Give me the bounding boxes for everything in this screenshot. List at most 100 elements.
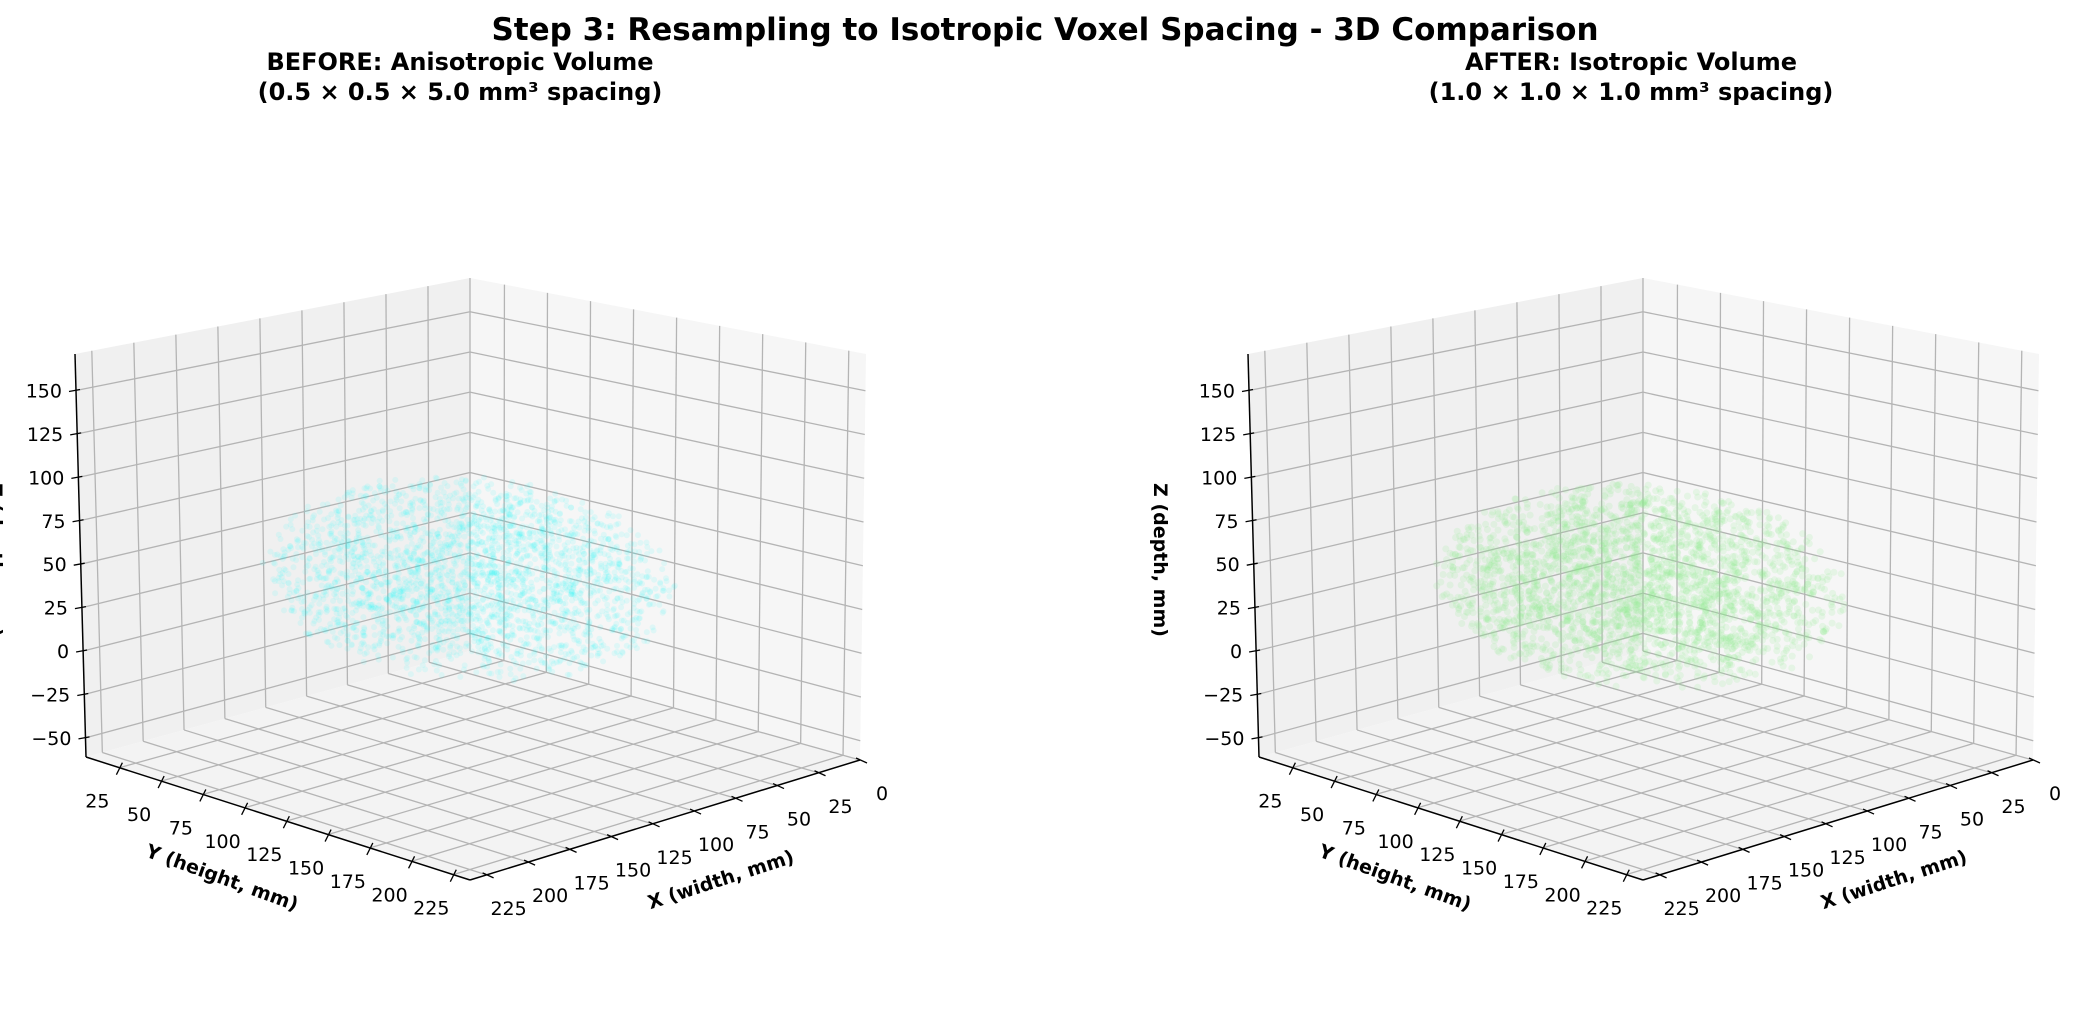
voxel-point bbox=[541, 627, 548, 633]
voxel-point bbox=[559, 606, 566, 613]
voxel-point bbox=[377, 630, 384, 637]
voxel-point bbox=[570, 582, 577, 589]
voxel-point bbox=[615, 520, 622, 527]
voxel-point bbox=[442, 493, 449, 500]
voxel-point bbox=[523, 567, 529, 573]
gridline-y bbox=[757, 334, 764, 732]
voxel-point bbox=[396, 583, 403, 590]
voxel-point bbox=[388, 512, 395, 519]
voxel-point bbox=[496, 534, 502, 541]
voxel-point bbox=[508, 654, 515, 660]
voxel-point bbox=[568, 504, 574, 511]
voxel-point bbox=[420, 516, 427, 523]
voxel-point bbox=[344, 637, 351, 644]
voxel-point bbox=[569, 590, 576, 597]
voxel-point bbox=[353, 627, 360, 634]
voxel-point bbox=[395, 579, 402, 586]
voxel-point bbox=[422, 486, 429, 493]
voxel-point bbox=[1481, 595, 1489, 603]
voxel-point bbox=[654, 593, 661, 599]
voxel-point bbox=[495, 615, 502, 622]
voxel-point bbox=[613, 585, 620, 592]
voxel-point bbox=[383, 633, 390, 640]
voxel-point bbox=[491, 569, 498, 576]
voxel-point bbox=[1503, 608, 1511, 616]
voxel-point bbox=[428, 577, 434, 584]
voxel-point bbox=[448, 521, 455, 528]
voxel-point bbox=[454, 603, 461, 610]
voxel-point bbox=[566, 548, 573, 554]
voxel-point bbox=[276, 566, 283, 573]
voxel-point bbox=[605, 616, 612, 623]
gridline-x bbox=[1390, 326, 1399, 719]
voxel-point bbox=[1608, 660, 1616, 668]
voxel-point bbox=[424, 549, 431, 556]
voxel-point bbox=[322, 575, 329, 582]
voxel-point bbox=[534, 518, 541, 525]
voxel-point bbox=[436, 636, 443, 643]
voxel-point bbox=[327, 554, 334, 561]
voxel-point bbox=[582, 514, 589, 521]
voxel-point bbox=[635, 620, 641, 627]
voxel-point bbox=[362, 546, 369, 553]
voxel-point bbox=[610, 605, 617, 612]
voxel-point bbox=[334, 619, 341, 626]
voxel-point bbox=[332, 579, 339, 586]
voxel-point bbox=[438, 564, 445, 571]
voxel-point bbox=[562, 526, 568, 533]
voxel-point bbox=[344, 631, 351, 638]
voxel-point bbox=[474, 570, 481, 577]
voxel-point bbox=[592, 600, 599, 607]
voxel-point bbox=[618, 574, 625, 581]
voxel-point bbox=[412, 569, 419, 576]
voxel-point bbox=[329, 628, 336, 635]
voxel-point bbox=[1802, 600, 1810, 608]
voxel-point bbox=[551, 595, 558, 602]
voxel-point bbox=[613, 521, 620, 528]
voxel-point bbox=[406, 581, 413, 587]
voxel-point bbox=[357, 515, 364, 522]
voxel-point bbox=[458, 595, 465, 602]
voxel-point bbox=[312, 551, 319, 557]
voxel-point bbox=[580, 568, 587, 575]
voxel-point bbox=[525, 604, 532, 611]
voxel-point bbox=[446, 604, 452, 611]
voxel-point bbox=[581, 600, 588, 607]
voxel-point bbox=[551, 590, 558, 597]
gridline-x bbox=[224, 718, 612, 838]
voxel-point bbox=[1474, 523, 1482, 531]
voxel-point bbox=[548, 530, 555, 537]
voxel-point bbox=[435, 560, 442, 567]
voxel-point bbox=[500, 507, 507, 514]
voxel-point bbox=[434, 611, 441, 618]
voxel-point bbox=[1629, 612, 1637, 620]
voxel-point bbox=[497, 568, 504, 575]
voxel-point bbox=[314, 567, 321, 574]
voxel-point bbox=[390, 593, 397, 600]
voxel-point bbox=[1595, 569, 1602, 577]
voxel-point bbox=[504, 642, 511, 649]
voxel-point bbox=[475, 496, 482, 503]
voxel-point bbox=[302, 610, 309, 617]
voxel-point bbox=[605, 573, 612, 580]
voxel-point bbox=[510, 504, 517, 511]
voxel-point bbox=[416, 639, 423, 646]
voxel-point bbox=[603, 524, 610, 531]
voxel-point bbox=[554, 597, 561, 604]
voxel-point bbox=[1692, 488, 1700, 496]
voxel-point bbox=[575, 557, 582, 564]
voxel-point bbox=[457, 603, 464, 610]
voxel-point bbox=[422, 636, 428, 643]
voxel-point bbox=[495, 592, 502, 599]
voxel-point bbox=[1480, 632, 1487, 640]
voxel-point bbox=[591, 551, 598, 558]
voxel-point bbox=[507, 596, 514, 603]
voxel-point bbox=[349, 609, 356, 616]
z-tick-label: −25 bbox=[30, 684, 70, 706]
voxel-point bbox=[546, 542, 553, 549]
voxel-point bbox=[474, 625, 481, 632]
voxel-point bbox=[604, 512, 611, 519]
voxel-point bbox=[517, 499, 524, 506]
gridline-z bbox=[1251, 391, 1644, 478]
gridline-y bbox=[1676, 284, 1679, 661]
